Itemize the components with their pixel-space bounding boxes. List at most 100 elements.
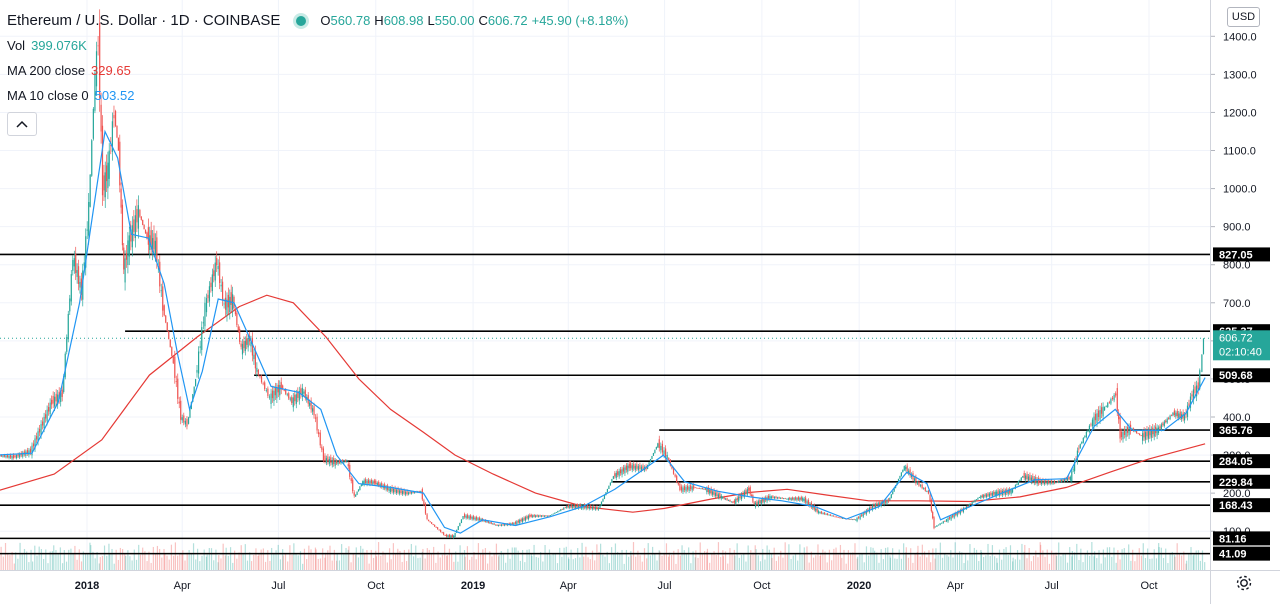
volume-bar: [935, 548, 937, 570]
volume-bar: [174, 542, 176, 570]
candle-body: [338, 460, 341, 463]
price-axis[interactable]: 100.0200.0300.0400.0500.0600.0700.0800.0…: [1210, 0, 1280, 570]
time-tick-label: Oct: [367, 580, 384, 592]
candle-body: [655, 446, 657, 450]
volume-bar: [213, 560, 215, 570]
candle-body: [362, 481, 364, 486]
volume-bar: [878, 562, 880, 570]
volume-bar: [679, 555, 681, 570]
level-label: 81.16: [1219, 533, 1247, 545]
volume-bar: [315, 549, 317, 570]
volume-bar: [734, 555, 736, 570]
ma200-row[interactable]: MA 200 close 329.65: [7, 58, 632, 83]
volume-bar: [517, 550, 519, 570]
volume-bar: [720, 557, 722, 570]
volume-bar: [863, 562, 865, 570]
candle-body: [560, 509, 562, 511]
candle-body: [86, 229, 88, 231]
volume-row[interactable]: Vol 399.076K: [7, 33, 632, 58]
volume-bar: [215, 549, 217, 570]
time-axis[interactable]: 2018 Apr Jul Oct 2019 Apr Jul Oct 2020 Apr Jul Oct: [0, 570, 1210, 604]
candle-body: [171, 346, 173, 356]
volume-bar: [1021, 543, 1023, 570]
candle-body: [886, 500, 888, 504]
collapse-legend-button[interactable]: [7, 112, 37, 136]
candle-body: [619, 469, 622, 474]
countdown-label: 02:10:40: [1219, 346, 1262, 358]
candle-body: [535, 515, 537, 518]
volume-bar: [637, 550, 639, 570]
volume-bar: [47, 563, 49, 570]
volume-bar: [740, 554, 743, 570]
volume-bar: [1009, 545, 1012, 570]
volume-bar: [819, 556, 821, 570]
candle-body: [1023, 472, 1025, 479]
chart-area[interactable]: [0, 0, 1210, 570]
candle-body: [504, 524, 506, 526]
candle-body: [107, 162, 109, 189]
candle-body: [310, 400, 312, 410]
candle-body: [890, 494, 892, 499]
volume-bar: [1121, 549, 1123, 570]
volume-bar: [1134, 561, 1136, 570]
currency-button[interactable]: USD: [1227, 7, 1260, 27]
candle-body: [874, 504, 877, 509]
candle-body: [772, 495, 774, 498]
candle-body: [739, 495, 741, 498]
volume-bar: [628, 556, 630, 570]
volume-bar: [74, 545, 76, 570]
volume-bar: [166, 555, 168, 570]
candle-body: [680, 486, 683, 491]
settings-corner[interactable]: [1210, 570, 1280, 604]
candle-body: [264, 382, 266, 390]
candle-body: [796, 498, 798, 501]
candle-body: [594, 507, 597, 510]
ma10-row[interactable]: MA 10 close 0 503.52: [7, 83, 632, 108]
volume-bar: [905, 552, 907, 570]
volume-bar: [907, 557, 910, 570]
volume-bar: [1132, 549, 1134, 570]
candle-body: [887, 499, 890, 502]
candle-body: [805, 497, 807, 503]
volume-bar: [973, 547, 975, 570]
candle-body: [867, 509, 869, 512]
volume-bar: [1082, 562, 1084, 570]
volume-bar: [903, 543, 905, 570]
change-value: +45.90 (+8.18%): [531, 13, 629, 28]
volume-bar: [614, 543, 617, 570]
candle-body: [162, 286, 164, 311]
candle-body: [936, 525, 938, 527]
candle-body: [219, 262, 221, 284]
volume-bar: [477, 543, 480, 570]
volume-bar: [255, 548, 257, 570]
candle-body: [324, 455, 326, 461]
candle-body: [709, 490, 711, 494]
candle-body: [46, 409, 48, 422]
symbol-title[interactable]: Ethereum / U.S. Dollar · 1D · COINBASE: [7, 12, 281, 29]
volume-bar: [277, 544, 279, 570]
volume-bar: [611, 547, 613, 570]
candle-body: [1169, 415, 1171, 420]
volume-bar: [1174, 556, 1176, 570]
candle-body: [1053, 481, 1056, 484]
candle-body: [1014, 485, 1017, 489]
candle-body: [649, 459, 652, 463]
candle-body: [542, 515, 544, 517]
volume-bar: [872, 547, 874, 570]
candle-body: [967, 505, 969, 507]
candle-body: [927, 490, 930, 494]
price-tick-label: 1300.0: [1223, 69, 1257, 81]
candle-body: [924, 487, 926, 491]
candle-body: [340, 460, 342, 464]
candle-body: [150, 230, 152, 248]
volume-bar: [658, 550, 660, 570]
price-chart[interactable]: [0, 0, 1210, 570]
volume-bar: [531, 556, 533, 570]
volume-bar: [45, 549, 47, 570]
candle-body: [136, 209, 138, 223]
candle-body: [806, 501, 808, 504]
volume-bar: [600, 543, 602, 570]
volume-bar: [493, 553, 495, 570]
candle-body: [697, 488, 699, 489]
gear-icon[interactable]: [1211, 571, 1280, 604]
